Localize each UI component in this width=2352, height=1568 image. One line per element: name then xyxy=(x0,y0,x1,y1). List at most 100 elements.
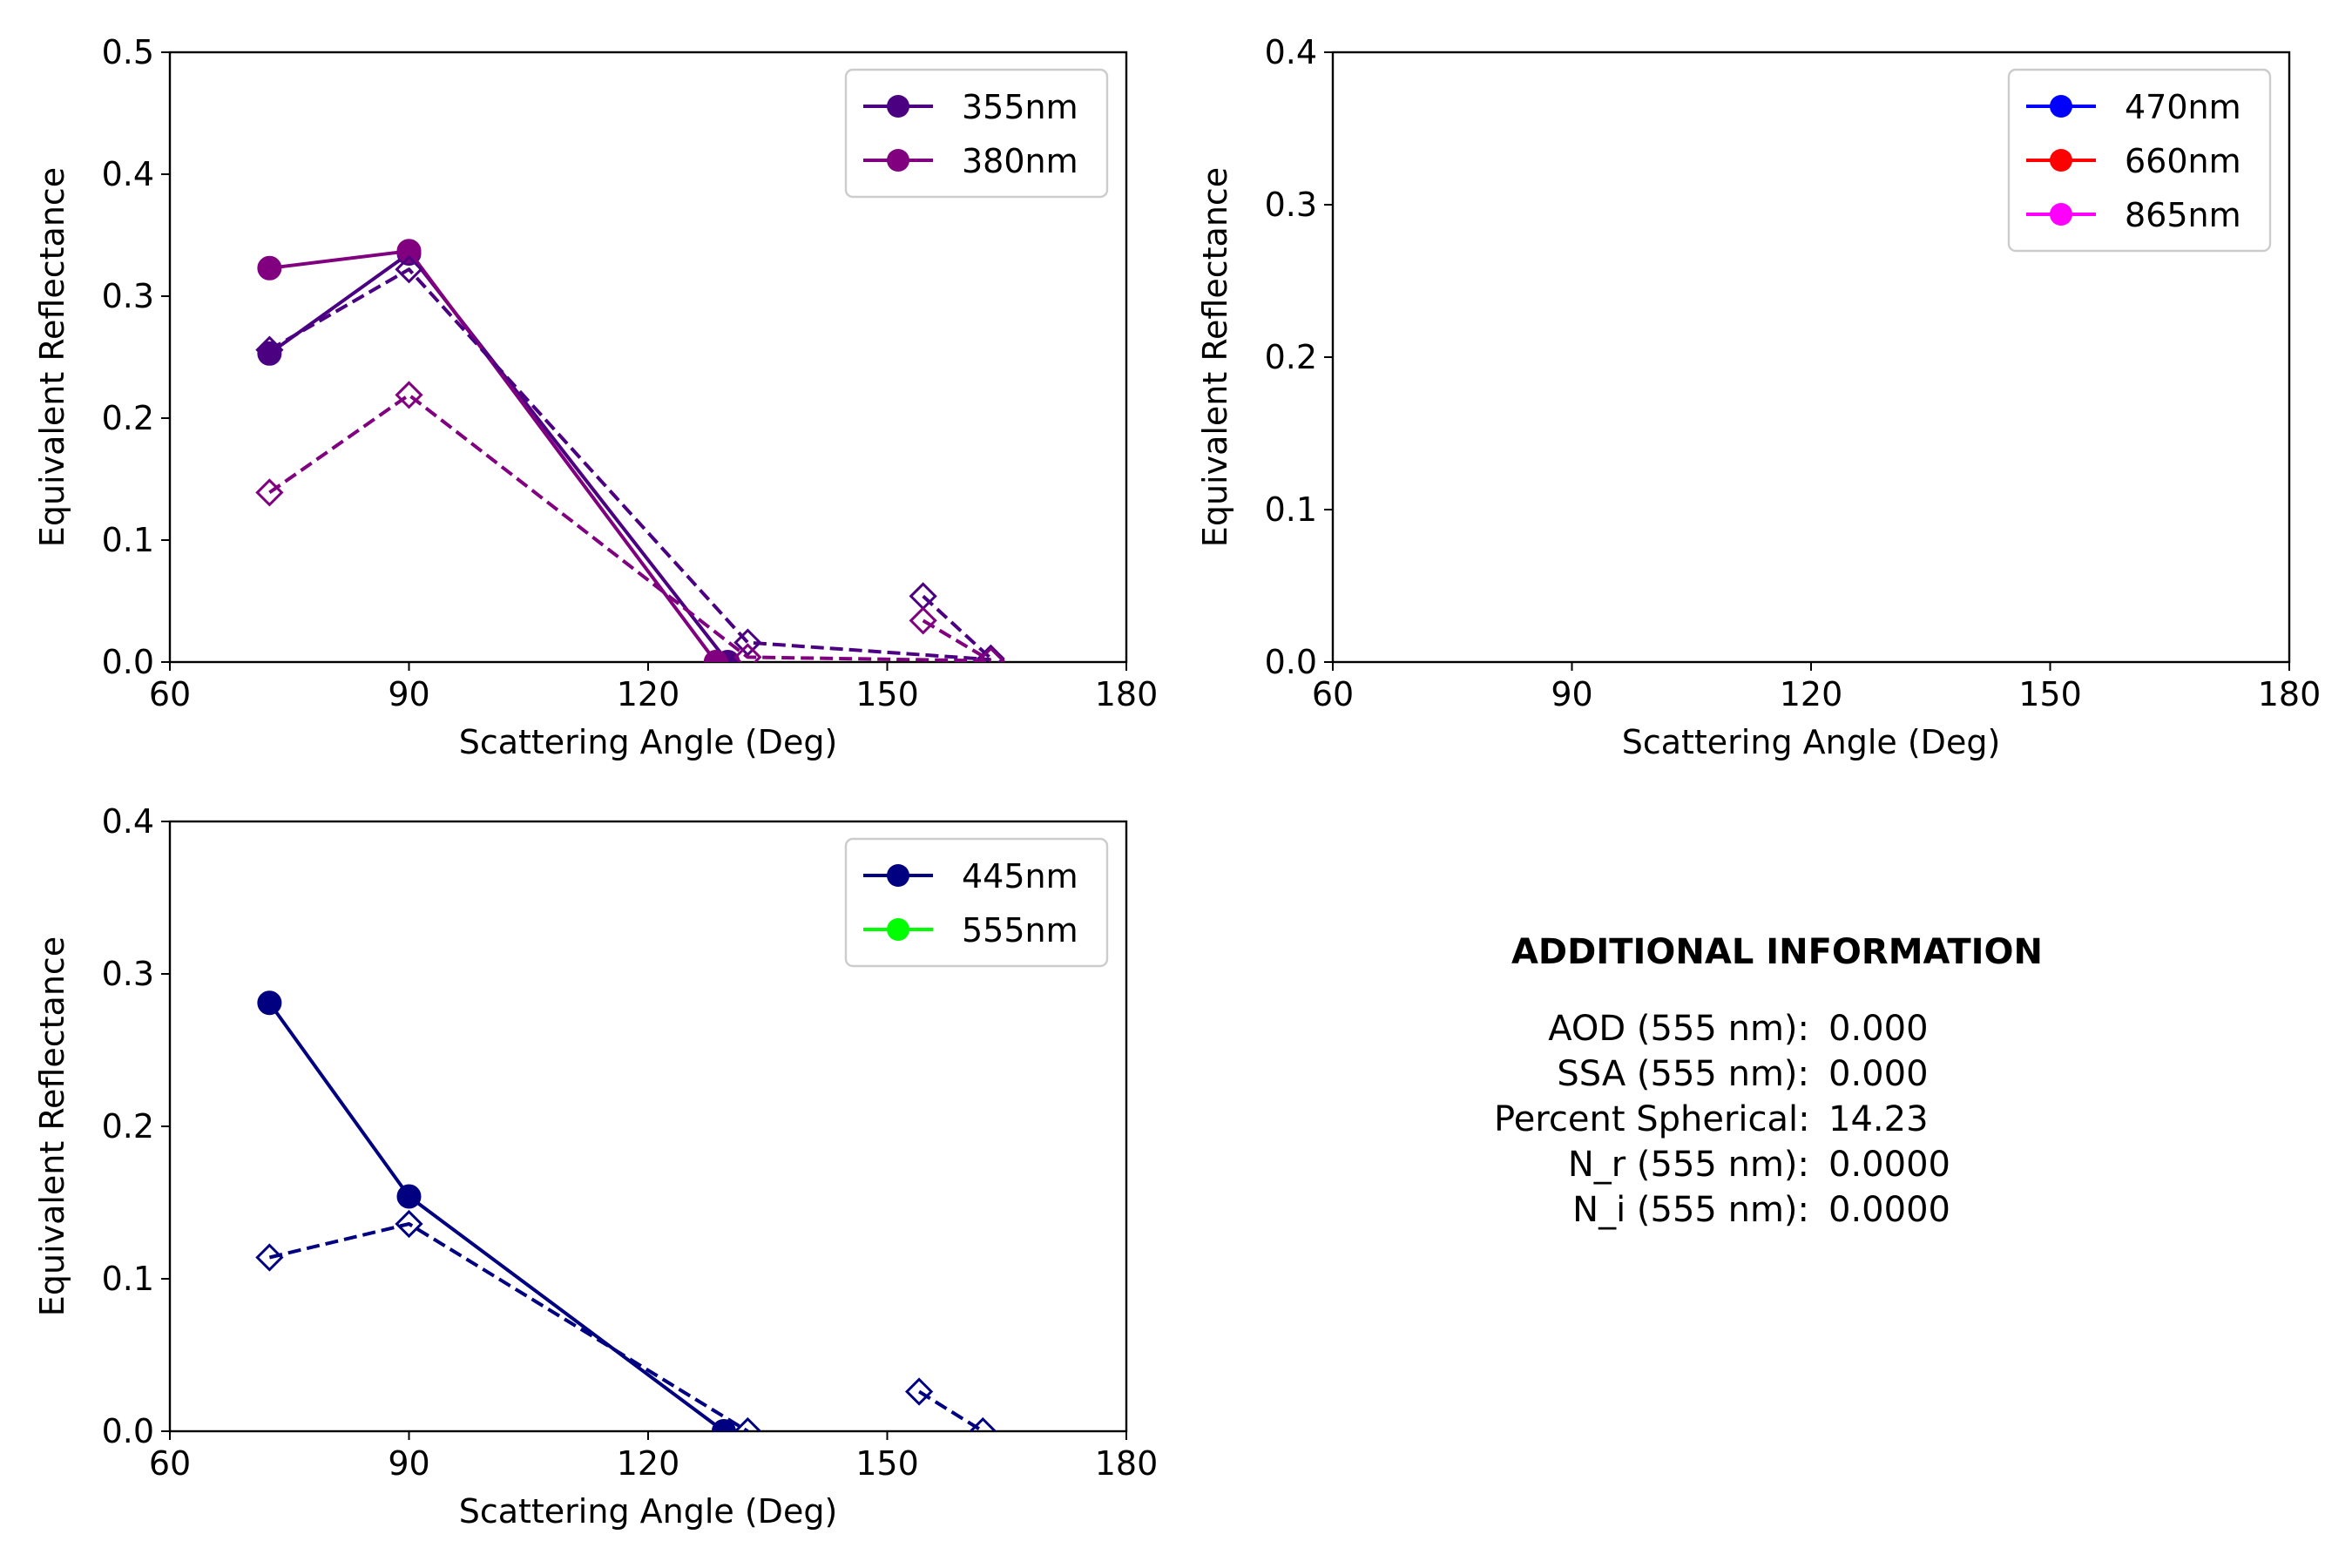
y-tick-label: 0.1 xyxy=(102,1260,154,1298)
series-line-380nm xyxy=(268,393,991,662)
info-value: 0.0000 xyxy=(1828,1190,1950,1230)
legend-label: 865nm xyxy=(2125,196,2241,234)
chart-panel-3: 60 90 120 150 180 0.0 0.1 0.2 0.3 0.4 Scattering A… xyxy=(33,802,1158,1531)
info-row-percent-spherical: Percent Spherical: 14.23 xyxy=(1494,1099,1929,1143)
x-tick-label: 120 xyxy=(617,1444,680,1483)
data-point-355nm xyxy=(395,255,423,284)
legend-swatch-marker xyxy=(887,918,909,941)
data-point-445nm xyxy=(396,1184,422,1209)
y-axis-label: Equivalent Reflectance xyxy=(33,167,71,547)
data-point-380nm xyxy=(255,478,284,507)
y-axis-label: Equivalent Reflectance xyxy=(1196,167,1234,547)
series-line-355nm xyxy=(268,267,991,662)
additional-information-panel: ADDITIONAL INFORMATION AOD (555 nm): 0.00… xyxy=(1494,932,2060,1263)
series-line-355nm xyxy=(922,594,992,660)
legend-label: 380nm xyxy=(962,142,1078,180)
y-tick-label: 0.3 xyxy=(1265,186,1317,224)
y-tick-label: 0.1 xyxy=(1265,490,1317,529)
x-tick-label: 90 xyxy=(388,1444,429,1483)
info-value: 0.000 xyxy=(1828,1054,1929,1094)
chart-panel-2: 60 90 120 150 180 0.0 0.1 0.2 0.3 0.4 Scattering A… xyxy=(1196,33,2321,761)
legend-label: 660nm xyxy=(2125,142,2241,180)
x-axis-label: Scattering Angle (Deg) xyxy=(1622,723,2001,761)
data-point-380nm xyxy=(909,606,937,635)
y-tick-label: 0.4 xyxy=(102,802,154,841)
info-value: 14.23 xyxy=(1828,1099,1929,1139)
legend-swatch-marker xyxy=(2050,95,2072,118)
legend-label: 470nm xyxy=(2125,88,2241,126)
y-tick-label: 0.2 xyxy=(102,399,154,437)
x-tick-label: 180 xyxy=(1095,1444,1159,1483)
x-axis-label: Scattering Angle (Deg) xyxy=(459,723,838,761)
y-tick-label: 0.2 xyxy=(102,1107,154,1146)
y-tick-label: 0.5 xyxy=(102,33,154,71)
legend-box xyxy=(844,837,1109,968)
x-tick-label: 150 xyxy=(855,675,919,713)
info-row-aod: AOD (555 nm): 0.000 xyxy=(1494,1009,1929,1052)
series-line-445nm xyxy=(918,1389,984,1431)
chart-panel-1: 60 90 120 150 180 0.0 0.1 0.2 0.3 0.4 0.5 Scatterin… xyxy=(33,33,1158,761)
series-line-445nm xyxy=(267,1002,726,1431)
data-point-380nm xyxy=(395,381,423,409)
x-axis-label: Scattering Angle (Deg) xyxy=(459,1492,838,1531)
info-row-ssa: SSA (555 nm): 0.000 xyxy=(1494,1054,1929,1098)
x-tick-label: 90 xyxy=(1551,675,1592,713)
legend-swatch-marker xyxy=(2050,203,2072,226)
legend-box xyxy=(2007,68,2272,253)
x-tick-label: 180 xyxy=(1095,675,1159,713)
x-tick-label: 90 xyxy=(388,675,429,713)
info-row-n-r: N_r (555 nm): 0.0000 xyxy=(1494,1145,1950,1188)
series-group xyxy=(255,239,1005,662)
data-point-445nm xyxy=(733,1416,762,1431)
legend: 470nm 660nm 865nm xyxy=(2007,68,2272,253)
x-tick-label: 120 xyxy=(617,675,680,713)
info-value: 0.000 xyxy=(1828,1009,1929,1049)
data-point-380nm xyxy=(257,255,282,280)
x-tick-label: 180 xyxy=(2258,675,2322,713)
y-tick-label: 0.3 xyxy=(102,277,154,315)
info-value: 0.0000 xyxy=(1828,1145,1950,1185)
data-point-445nm xyxy=(255,1243,284,1272)
x-tick-label: 150 xyxy=(2018,675,2082,713)
y-tick-label: 0.3 xyxy=(102,955,154,993)
y-tick-label: 0.0 xyxy=(1265,643,1317,681)
x-tick-label: 120 xyxy=(1780,675,1843,713)
y-tick-label: 0.2 xyxy=(1265,338,1317,376)
info-label: N_r (555 nm): xyxy=(1567,1145,1809,1185)
info-title: ADDITIONAL INFORMATION xyxy=(1511,932,2044,972)
legend-swatch-marker xyxy=(887,864,909,887)
y-axis-label: Equivalent Reflectance xyxy=(33,936,71,1316)
legend-box xyxy=(844,68,1109,199)
series-line-445nm xyxy=(268,1222,749,1431)
x-tick-label: 60 xyxy=(149,1444,191,1483)
series-group xyxy=(255,990,997,1431)
data-point-445nm xyxy=(969,1416,997,1431)
series-line-380nm xyxy=(269,249,718,662)
legend-swatch-marker xyxy=(2050,149,2072,172)
data-point-380nm xyxy=(977,646,1005,662)
info-label: AOD (555 nm): xyxy=(1548,1009,1809,1049)
series-line-380nm xyxy=(922,618,992,662)
info-label: Percent Spherical: xyxy=(1494,1099,1810,1139)
y-tick-label: 0.0 xyxy=(102,643,154,681)
legend: 355nm 380nm xyxy=(844,68,1109,199)
legend-swatch-marker xyxy=(887,149,909,172)
data-point-355nm xyxy=(255,335,284,364)
data-point-380nm xyxy=(396,239,422,264)
data-point-445nm xyxy=(904,1377,934,1406)
x-tick-label: 60 xyxy=(1312,675,1354,713)
legend-swatch-marker xyxy=(887,95,909,118)
legend-label: 555nm xyxy=(962,911,1078,950)
legend: 445nm 555nm xyxy=(844,837,1109,968)
data-point-380nm xyxy=(733,643,762,662)
info-label: N_i (555 nm): xyxy=(1572,1190,1809,1230)
info-label: SSA (555 nm): xyxy=(1557,1054,1809,1094)
x-tick-label: 150 xyxy=(855,1444,919,1483)
legend-label: 445nm xyxy=(962,857,1078,896)
data-point-355nm xyxy=(733,628,762,657)
data-point-445nm xyxy=(395,1209,423,1239)
data-point-445nm xyxy=(257,990,282,1016)
info-row-n-i: N_i (555 nm): 0.0000 xyxy=(1494,1190,1950,1233)
y-tick-label: 0.0 xyxy=(102,1412,154,1450)
